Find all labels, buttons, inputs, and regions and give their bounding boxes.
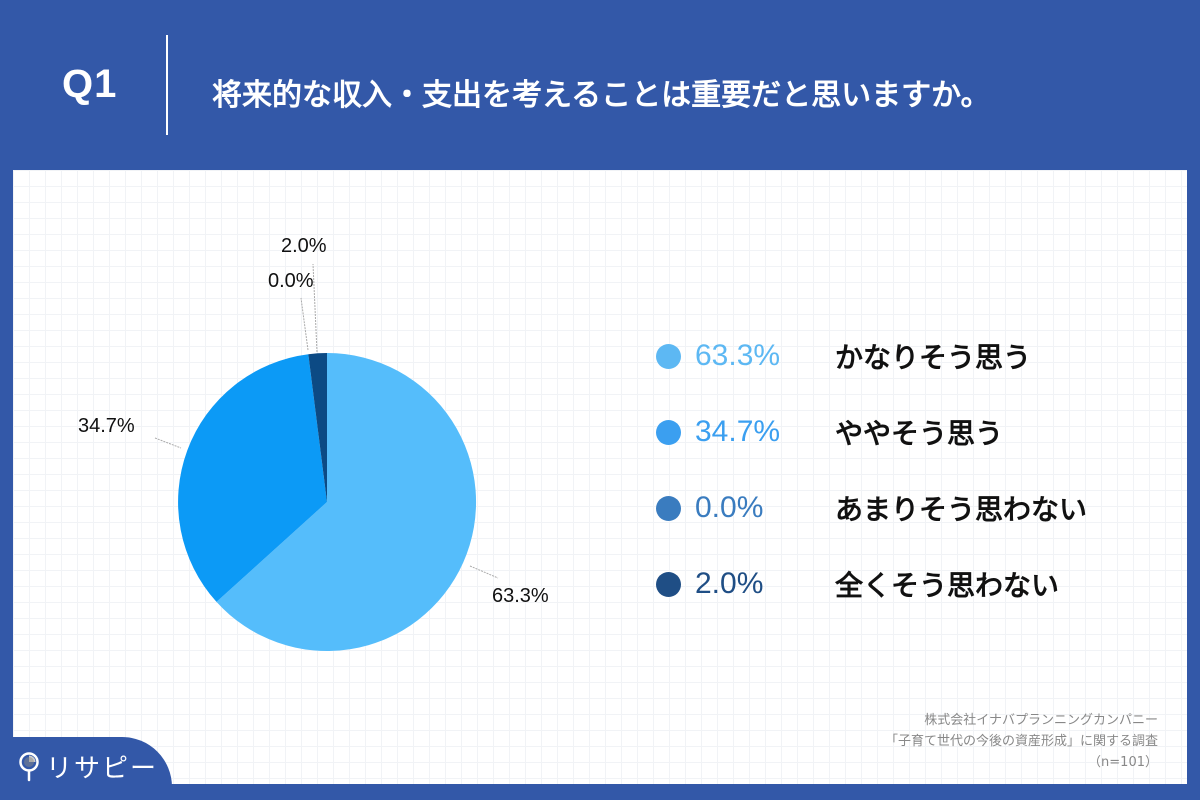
source-sample-size: （n=101） (1088, 755, 1158, 770)
question-number: Q1 (62, 62, 118, 106)
legend-pct: 34.7% (695, 415, 781, 448)
legend-label: 全くそう思わない (835, 569, 1060, 602)
bottom-frame (0, 784, 1200, 800)
legend-label: かなりそう思う (835, 341, 1032, 374)
chart-legend: 63.3% かなりそう思う 34.7% ややそう思う 0.0% あまりそう思わな… (656, 318, 1087, 622)
map-pin-icon (19, 751, 39, 781)
pie-slice-mattaku (308, 353, 327, 502)
pie-label-34pct: 34.7% (78, 415, 135, 437)
leader-line-0pct (300, 297, 309, 351)
header-divider (166, 35, 168, 135)
legend-dot-icon (656, 495, 681, 521)
leader-line-2pct (312, 263, 318, 353)
logo-tab (0, 737, 172, 800)
legend-item: 0.0% あまりそう思わない (656, 470, 1087, 546)
source-note: 株式会社イナバプランニングカンパニー 「子育て世代の今後の資産形成」に関する調査… (885, 710, 1158, 773)
legend-item: 2.0% 全くそう思わない (656, 546, 1087, 622)
logo-text: リサピー (46, 754, 159, 784)
source-company: 株式会社イナバプランニングカンパニー (924, 713, 1158, 728)
brand-logo: リサピー (18, 748, 158, 785)
legend-label: ややそう思う (835, 417, 1004, 450)
leader-line-34pct (154, 437, 182, 449)
legend-dot-icon (656, 343, 681, 369)
pie-label-2pct: 2.0% (281, 235, 327, 257)
legend-pct: 63.3% (695, 339, 781, 372)
leader-line-63pct (469, 565, 499, 579)
legend-dot-icon (656, 419, 681, 445)
pie-label-0pct: 0.0% (268, 270, 314, 292)
legend-pct: 0.0% (695, 491, 764, 524)
header-bar: Q1 将来的な収入・支出を考えることは重要だと思いますか。 (0, 0, 1200, 170)
legend-item: 63.3% かなりそう思う (656, 318, 1087, 394)
legend-label: あまりそう思わない (835, 493, 1088, 526)
question-title: 将来的な収入・支出を考えることは重要だと思いますか。 (212, 78, 991, 113)
pie-label-63pct: 63.3% (492, 585, 549, 607)
legend-dot-icon (656, 571, 681, 597)
pie-slice-yaya (178, 354, 327, 602)
pie-slice-kanari (216, 353, 477, 651)
source-survey: 「子育て世代の今後の資産形成」に関する調査 (884, 734, 1158, 749)
legend-pct: 2.0% (695, 567, 764, 600)
legend-item: 34.7% ややそう思う (656, 394, 1087, 470)
